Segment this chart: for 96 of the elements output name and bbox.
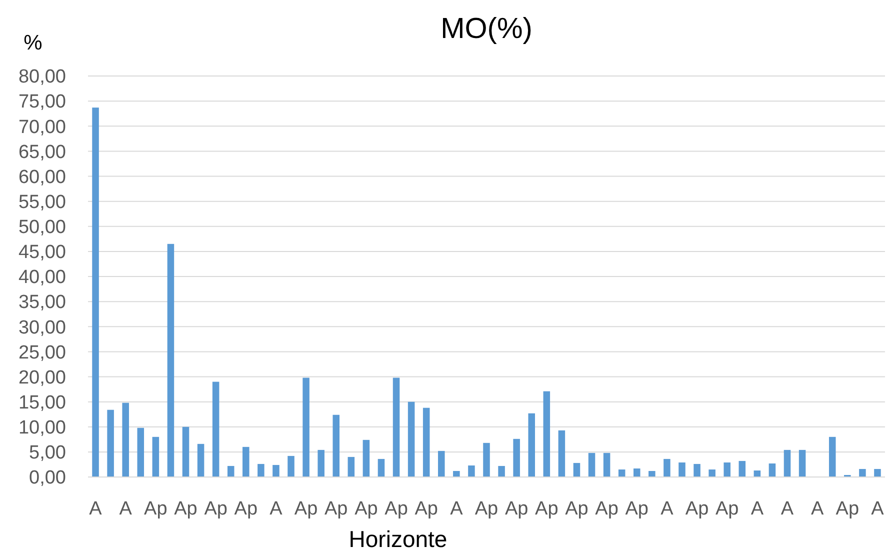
bar	[828, 436, 836, 477]
x-tick-label: A	[660, 498, 674, 520]
y-tick-label: 75,00	[18, 92, 66, 113]
bar	[362, 440, 370, 477]
x-tick-label: Ap	[384, 498, 408, 520]
bar	[453, 470, 460, 477]
x-tick-label: A	[750, 498, 764, 520]
bar	[438, 450, 445, 477]
y-tick-label: 80,00	[18, 66, 66, 88]
y-axis-title: %	[24, 31, 42, 54]
bar	[528, 413, 535, 477]
y-tick-label: 55,00	[18, 192, 66, 213]
x-tick-label: Ap	[535, 498, 558, 520]
bar	[573, 462, 580, 477]
x-tick-label: Ap	[174, 498, 198, 520]
x-tick-label: Ap	[234, 498, 258, 520]
bar	[558, 430, 566, 477]
x-tick-label: Ap	[354, 498, 378, 520]
x-tick-label: Ap	[144, 498, 168, 520]
bar	[588, 452, 596, 477]
bar	[258, 464, 264, 477]
x-tick-label: Ap	[294, 498, 318, 520]
bar	[724, 462, 730, 477]
bar	[874, 468, 881, 477]
y-tick-label: 50,00	[18, 217, 66, 238]
bar	[543, 391, 550, 477]
x-tick-label: A	[780, 498, 794, 520]
y-tick-label: 20,00	[18, 367, 66, 388]
bar	[242, 446, 250, 477]
bar	[92, 108, 99, 477]
y-tick-label: 25,00	[18, 342, 66, 364]
bar	[603, 452, 610, 477]
chart-title: MO(%)	[440, 13, 532, 46]
bar	[137, 428, 144, 477]
bar	[107, 410, 114, 477]
x-tick-label: Ap	[565, 498, 588, 520]
bar	[694, 464, 700, 477]
x-tick-label: Ap	[204, 498, 228, 520]
bar	[152, 436, 160, 477]
x-tick-label: A	[89, 498, 102, 520]
bar	[859, 468, 866, 477]
bar	[738, 460, 746, 477]
x-tick-label: A	[871, 498, 884, 520]
x-tick-label: Ap	[595, 498, 618, 520]
bar	[513, 438, 520, 477]
bar	[182, 426, 190, 477]
bar	[648, 470, 656, 477]
y-tick-label: 0,00	[29, 468, 66, 489]
bar	[348, 456, 355, 477]
bar	[422, 408, 430, 477]
bar	[122, 402, 129, 477]
bar	[798, 450, 806, 477]
bar	[288, 456, 294, 477]
y-tick-label: 10,00	[18, 418, 66, 439]
x-tick-label: Ap	[625, 498, 648, 520]
bar	[678, 462, 686, 477]
bar	[332, 414, 340, 477]
bar	[392, 378, 400, 477]
y-tick-label: 65,00	[18, 142, 66, 163]
bar	[468, 465, 475, 477]
x-tick-label: Ap	[414, 498, 438, 520]
x-tick-label: Ap	[685, 498, 709, 520]
bar	[664, 458, 670, 477]
bar	[498, 466, 505, 477]
x-tick-label: Ap	[504, 498, 528, 520]
y-tick-label: 35,00	[18, 292, 66, 314]
x-tick-label: A	[119, 498, 132, 520]
x-tick-label: Ap	[474, 498, 498, 520]
bar	[227, 466, 234, 477]
x-tick-label: Ap	[715, 498, 739, 520]
x-tick-label: A	[450, 498, 464, 520]
y-tick-label: 30,00	[18, 317, 66, 338]
bar	[197, 444, 204, 477]
bar	[272, 464, 280, 477]
y-tick-label: 15,00	[18, 392, 66, 414]
bar	[318, 450, 324, 477]
bar	[167, 244, 174, 477]
x-tick-label: A	[810, 498, 824, 520]
bar	[302, 378, 310, 477]
x-tick-label: A	[270, 498, 283, 520]
x-tick-label: Ap	[324, 498, 348, 520]
y-tick-label: 45,00	[18, 242, 66, 264]
bar	[212, 382, 220, 477]
bar	[708, 469, 716, 477]
x-axis-title: Horizonte	[348, 526, 448, 552]
y-tick-label: 70,00	[18, 116, 66, 138]
bar	[408, 402, 415, 477]
bar	[483, 442, 490, 477]
y-tick-label: 5,00	[29, 442, 66, 464]
bar	[768, 463, 776, 477]
y-tick-label: 40,00	[18, 267, 66, 288]
y-tick-label: 60,00	[18, 166, 66, 188]
x-tick-label: Ap	[836, 498, 860, 520]
bar	[378, 458, 385, 477]
bar	[784, 450, 791, 477]
bar	[633, 468, 640, 477]
